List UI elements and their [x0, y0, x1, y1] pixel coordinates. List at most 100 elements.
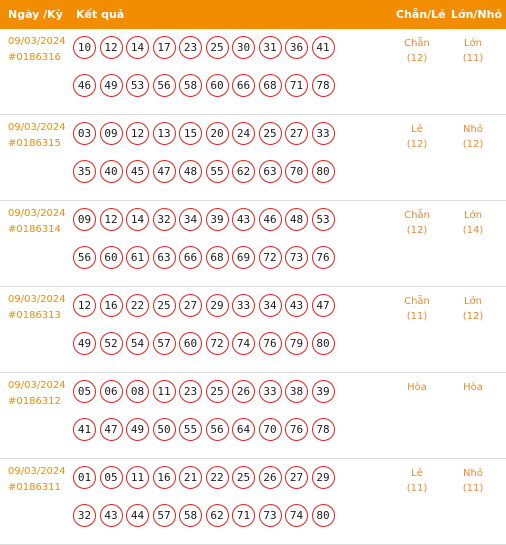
result-ball: 43	[285, 294, 308, 317]
lonnho-value: Hòa	[463, 382, 483, 393]
result-ball: 14	[126, 36, 149, 59]
result-ball: 80	[311, 504, 335, 527]
result-ball: 38	[285, 380, 308, 403]
result-ball: 31	[258, 36, 282, 59]
chanle-count: (12)	[406, 53, 428, 64]
result-ball: 34	[179, 208, 202, 231]
table-row: 09/03/2024 #0186315 03 09 12 13 15 20 24 25 27 33 35…	[0, 115, 506, 201]
result-ball: 61	[126, 246, 149, 269]
draw-date: 09/03/2024	[8, 208, 66, 219]
result-ball: 62	[205, 504, 229, 527]
result-ball: 32	[152, 208, 176, 231]
chanle-stat: Chẵn (12)	[387, 36, 447, 66]
ball-line: 41 47 49 50 55 56 64 70 76 78	[73, 418, 335, 441]
result-ball: 08	[126, 380, 149, 403]
result-ball: 25	[205, 380, 229, 403]
result-ball: 41	[73, 418, 96, 441]
result-ball: 76	[311, 246, 335, 269]
lonnho-count: (11)	[462, 483, 484, 494]
lonnho-value: Lớn	[463, 210, 483, 221]
result-ball: 11	[126, 466, 149, 489]
lonnho-count: (12)	[462, 139, 484, 150]
ball-line: 10 12 14 17 23 25 30 31 36 41	[73, 36, 335, 59]
result-ball: 49	[99, 74, 123, 97]
table-header: Ngày /Kỳ Kết quả Chẵn/Lẻ Lớn/Nhỏ	[0, 0, 506, 29]
ball-line: 03 09 12 13 15 20 24 25 27 33	[73, 122, 335, 145]
ball-line: 56 60 61 63 66 68 69 72 73 76	[73, 246, 335, 269]
result-ball: 58	[179, 74, 202, 97]
chanle-count: (11)	[406, 311, 428, 322]
result-ball: 55	[179, 418, 202, 441]
lonnho-count: (14)	[462, 225, 484, 236]
result-ball: 20	[205, 122, 229, 145]
result-ball: 52	[99, 332, 123, 355]
chanle-value: Lẻ	[411, 124, 423, 135]
lonnho-stat: Hòa	[443, 380, 503, 395]
chanle-value: Hòa	[407, 382, 427, 393]
result-ball: 33	[232, 294, 255, 317]
result-ball: 36	[285, 36, 308, 59]
result-ball: 70	[285, 160, 308, 183]
chanle-stat: Chẵn (11)	[387, 294, 447, 324]
result-ball: 24	[232, 122, 255, 145]
result-ball: 71	[232, 504, 255, 527]
result-ball: 62	[232, 160, 255, 183]
result-ball: 05	[73, 380, 96, 403]
result-ball: 71	[285, 74, 308, 97]
chanle-stat: Hòa	[387, 380, 447, 395]
result-ball: 60	[179, 332, 202, 355]
chanle-count: (12)	[406, 225, 428, 236]
ball-line: 46 49 53 56 58 60 66 68 71 78	[73, 74, 335, 97]
result-ball: 03	[73, 122, 96, 145]
header-result: Kết quả	[76, 8, 125, 21]
result-ball: 25	[152, 294, 176, 317]
ball-line: 49 52 54 57 60 72 74 76 79 80	[73, 332, 335, 355]
result-ball: 26	[258, 466, 282, 489]
result-ball: 56	[205, 418, 229, 441]
lonnho-stat: Lớn (11)	[443, 36, 503, 66]
result-ball: 22	[205, 466, 229, 489]
draw-id-link[interactable]: #0186314	[8, 224, 61, 235]
result-ball: 74	[285, 504, 308, 527]
result-ball: 12	[99, 36, 123, 59]
result-ball: 56	[73, 246, 96, 269]
table-row: 09/03/2024 #0186311 01 05 11 16 21 22 25 26 27 29 32…	[0, 459, 506, 545]
draw-id-link[interactable]: #0186313	[8, 310, 61, 321]
result-ball: 73	[258, 504, 282, 527]
result-ball: 45	[126, 160, 149, 183]
result-ball: 68	[205, 246, 229, 269]
header-date: Ngày /Kỳ	[8, 8, 63, 21]
lonnho-value: Lớn	[463, 296, 483, 307]
result-ball: 57	[152, 504, 176, 527]
lonnho-count: (12)	[462, 311, 484, 322]
results-table: 09/03/2024 #0186316 10 12 14 17 23 25 30 31 36 41 46…	[0, 29, 506, 545]
draw-id-link[interactable]: #0186315	[8, 138, 61, 149]
result-ball: 29	[311, 466, 335, 489]
lonnho-value: Nhỏ	[463, 468, 483, 479]
result-ball: 22	[126, 294, 149, 317]
result-ball: 56	[152, 74, 176, 97]
lonnho-stat: Lớn (12)	[443, 294, 503, 324]
result-ball: 64	[232, 418, 255, 441]
draw-id-link[interactable]: #0186312	[8, 396, 61, 407]
lonnho-stat: Nhỏ (12)	[443, 122, 503, 152]
result-ball: 32	[73, 504, 96, 527]
result-ball: 72	[258, 246, 282, 269]
ball-line: 35 40 45 47 48 55 62 63 70 80	[73, 160, 335, 183]
draw-id-link[interactable]: #0186311	[8, 482, 61, 493]
result-ball: 68	[258, 74, 282, 97]
result-ball: 12	[126, 122, 149, 145]
result-ball: 33	[258, 380, 282, 403]
result-ball: 39	[311, 380, 335, 403]
result-ball: 53	[126, 74, 149, 97]
chanle-value: Chẵn	[404, 38, 430, 49]
result-ball: 47	[99, 418, 123, 441]
result-ball: 16	[99, 294, 123, 317]
result-ball: 34	[258, 294, 282, 317]
chanle-value: Chẵn	[404, 210, 430, 221]
result-ball: 41	[311, 36, 335, 59]
ball-line: 05 06 08 11 23 25 26 33 38 39	[73, 380, 335, 403]
draw-id-link[interactable]: #0186316	[8, 52, 61, 63]
lonnho-stat: Lớn (14)	[443, 208, 503, 238]
result-ball: 43	[99, 504, 123, 527]
